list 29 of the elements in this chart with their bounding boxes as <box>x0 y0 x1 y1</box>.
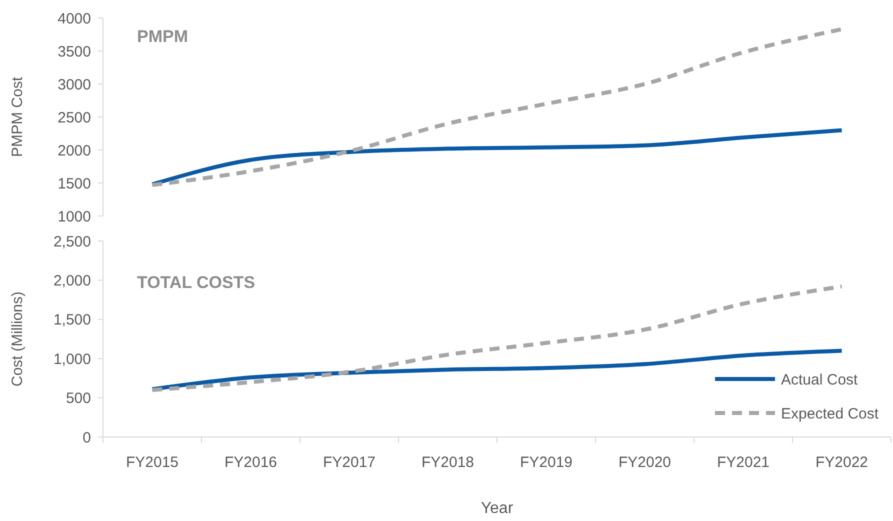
text: TOTAL COSTS <box>137 273 256 292</box>
x-tick-label: FY2019 <box>520 454 573 471</box>
x-tick-label: FY2017 <box>322 454 376 471</box>
y-axis-title: PMPM Cost <box>9 76 26 158</box>
y-tick-label: 1500 <box>58 175 91 192</box>
y-tick-label: 500 <box>66 390 91 408</box>
y-tick-label: 1,500 <box>53 312 91 329</box>
y-tick-label: 2000 <box>58 142 91 160</box>
legend-label: Actual Cost <box>781 371 859 388</box>
y-tick-label: 2,500 <box>53 233 91 250</box>
x-tick-label: FY2020 <box>618 454 672 471</box>
y-axis-title: Cost (Millions) <box>9 291 26 387</box>
line-series <box>150 128 844 186</box>
y-tick-label: 2500 <box>58 109 91 126</box>
x-tick-label: FY2022 <box>815 454 868 471</box>
y-tick-label: 2,000 <box>53 272 91 290</box>
x-tick-label: FY2021 <box>716 454 770 471</box>
y-tick-label: 1,000 <box>53 350 91 368</box>
y-tick-label: 3000 <box>58 76 91 94</box>
y-tick-label: 0 <box>82 429 91 446</box>
x-axis-title: Year <box>480 500 514 517</box>
x-tick-label: FY2016 <box>224 454 278 471</box>
legend-label: Expected Cost <box>781 405 880 422</box>
y-tick-label: 4000 <box>58 10 91 28</box>
x-tick-label: FY2015 <box>126 454 179 471</box>
y-tick-label: 1000 <box>58 208 91 226</box>
x-tick-label: FY2018 <box>421 454 474 471</box>
text: PMPM <box>137 27 188 46</box>
y-tick-label: 3500 <box>58 43 91 60</box>
